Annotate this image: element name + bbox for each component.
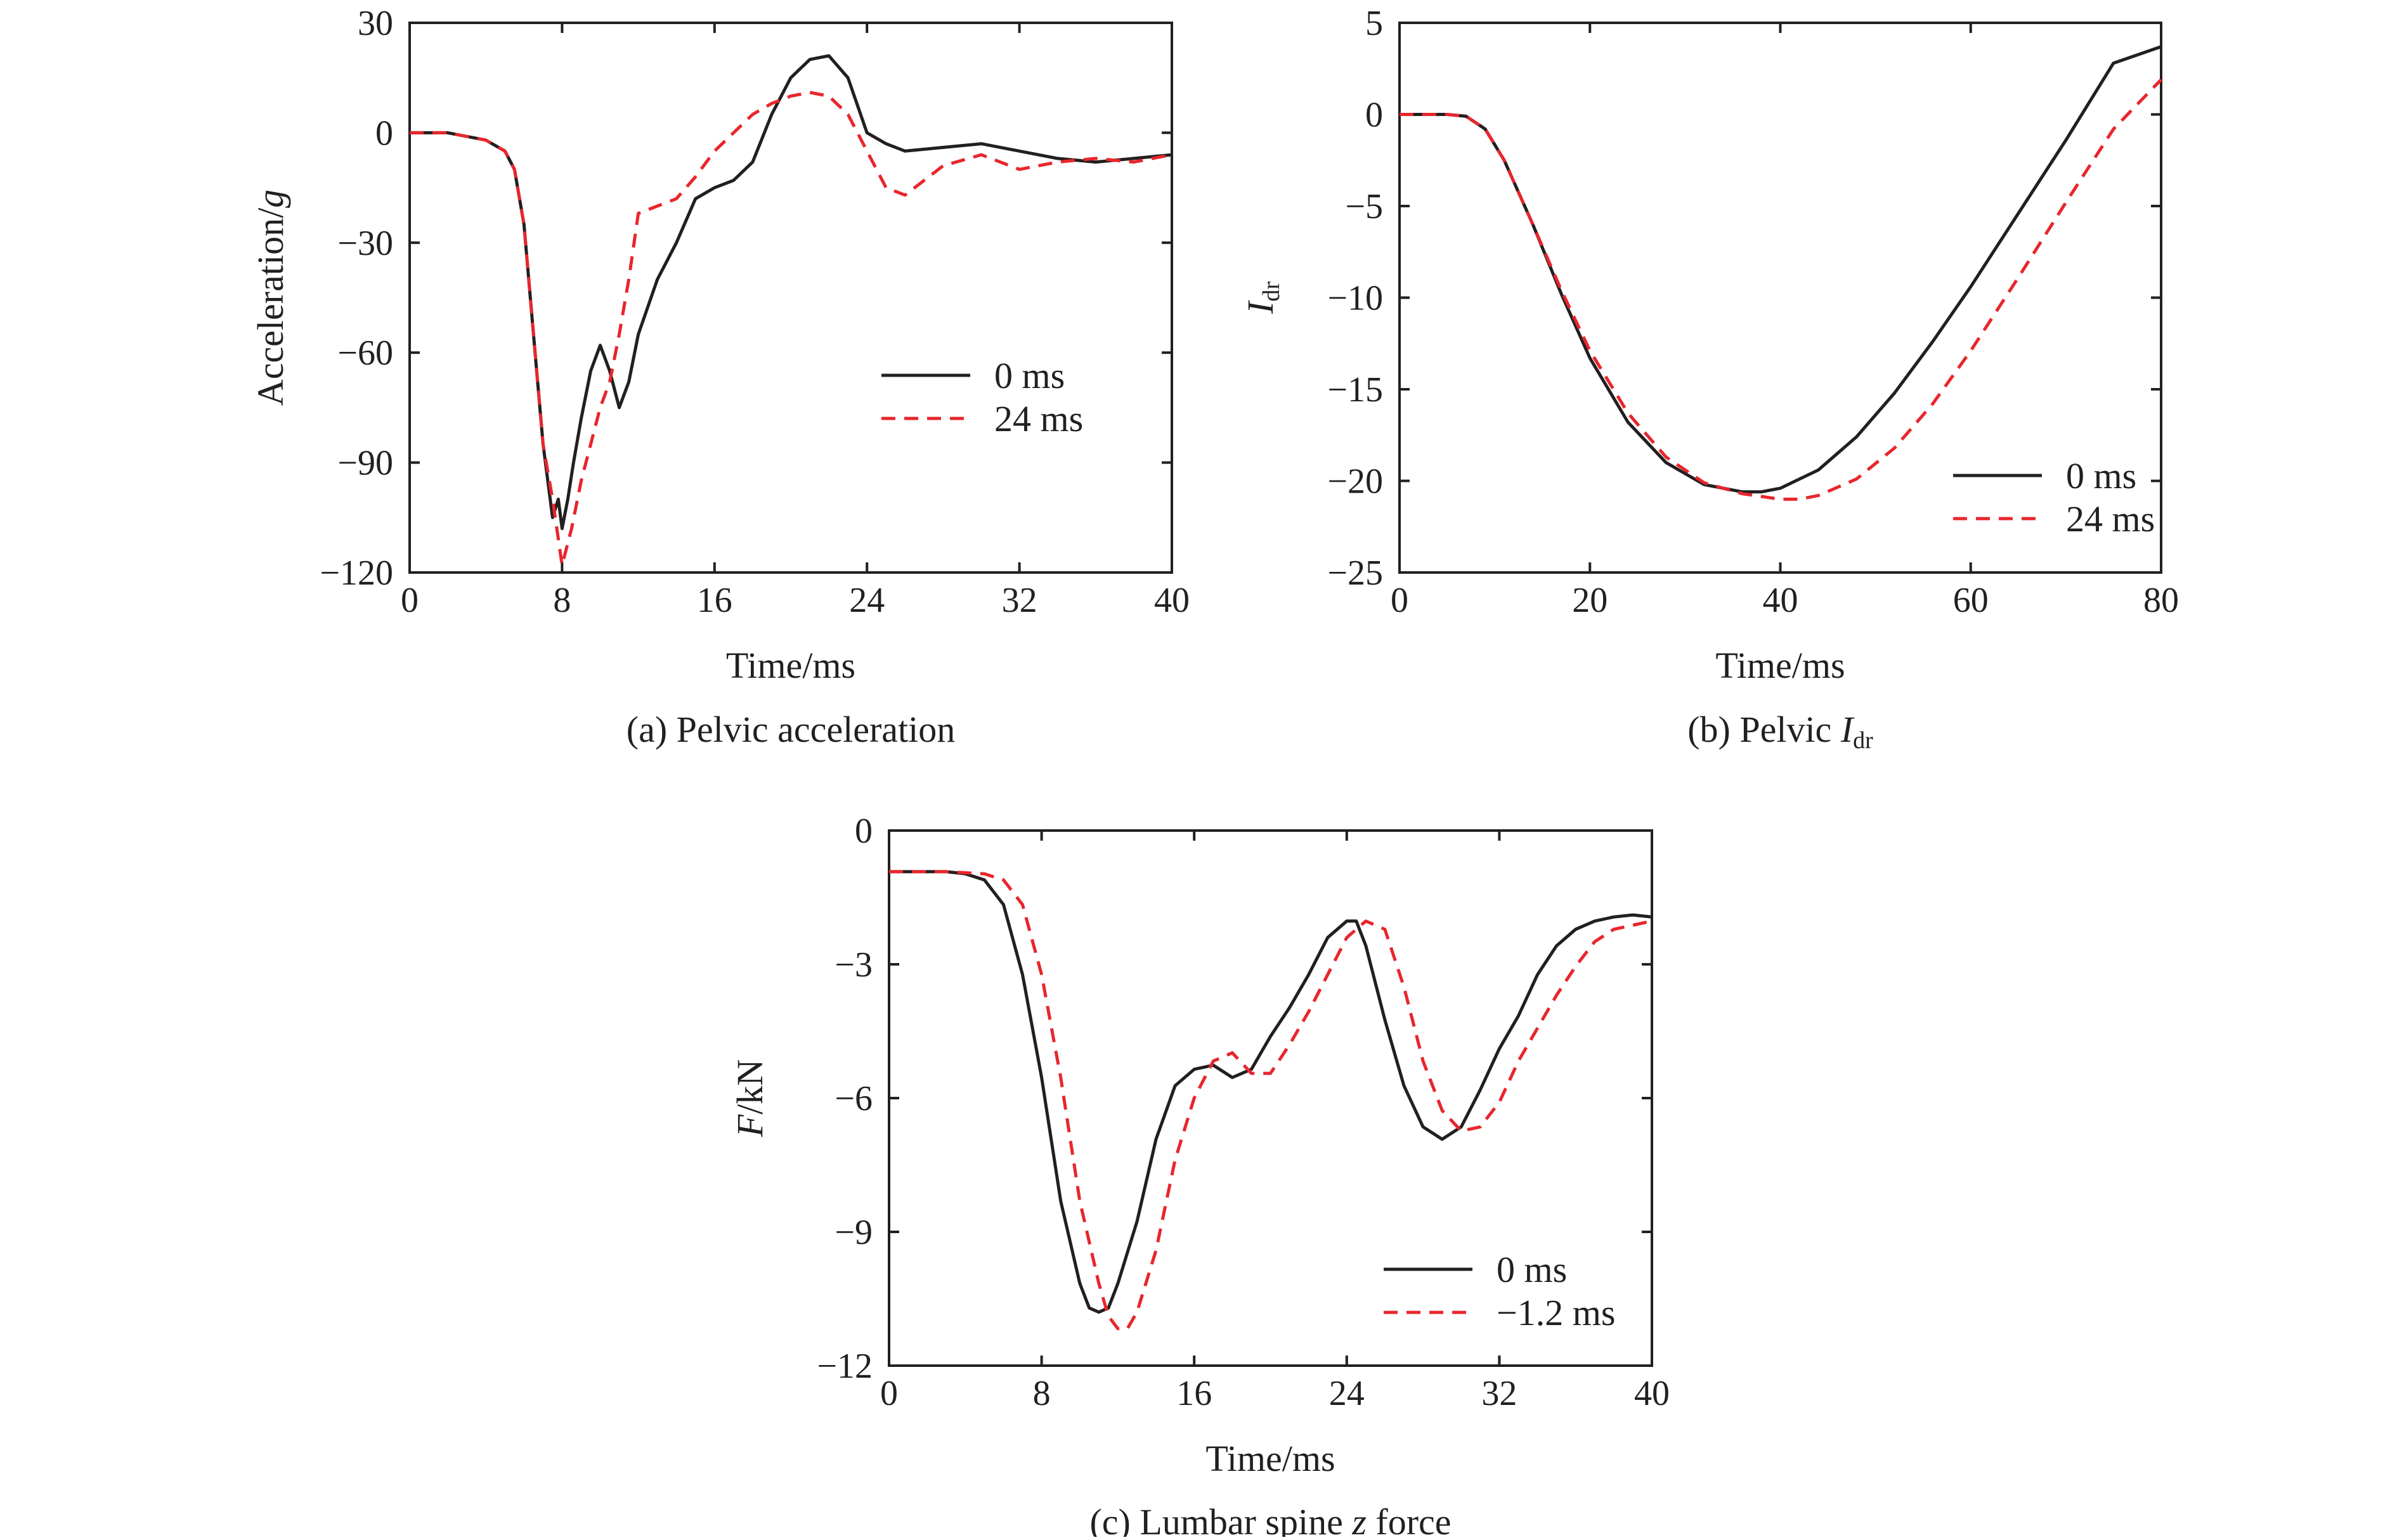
plot-frame bbox=[408, 22, 1173, 574]
x-tick-label: 24 bbox=[1329, 1374, 1365, 1413]
y-tick-label: −120 bbox=[320, 553, 393, 593]
x-tick-label: 8 bbox=[553, 581, 571, 620]
legend-label: 0 ms bbox=[994, 355, 1065, 396]
y-axis-label: F/kN bbox=[729, 1059, 770, 1137]
x-tick-label: 32 bbox=[1481, 1374, 1517, 1413]
plot-frame bbox=[1398, 22, 2162, 574]
series-line-1 bbox=[410, 54, 1173, 531]
series-line-1 bbox=[889, 870, 1653, 1314]
x-axis-label: Time/ms bbox=[1205, 1438, 1335, 1479]
x-tick-label: 60 bbox=[1953, 581, 1989, 620]
y-axis-label: Acceleration/g bbox=[250, 190, 291, 406]
y-tick-label: 0 bbox=[375, 113, 393, 153]
x-tick-label: 40 bbox=[1634, 1374, 1670, 1413]
y-tick-label: −9 bbox=[835, 1213, 873, 1252]
series-line-1 bbox=[1400, 45, 2162, 494]
y-tick-label: −15 bbox=[1327, 370, 1383, 410]
legend-label: 0 ms bbox=[2066, 455, 2136, 496]
series-line-2 bbox=[889, 870, 1653, 1331]
x-tick-label: 80 bbox=[2143, 581, 2179, 620]
x-tick-label: 24 bbox=[849, 581, 885, 620]
series-line-2 bbox=[410, 91, 1173, 567]
y-tick-label: −90 bbox=[337, 444, 393, 483]
y-tick-label: 5 bbox=[1365, 4, 1383, 43]
x-tick-label: 40 bbox=[1763, 581, 1798, 620]
x-axis-label: Time/ms bbox=[1715, 645, 1845, 686]
y-tick-label: −5 bbox=[1345, 187, 1383, 226]
x-tick-label: 20 bbox=[1572, 581, 1608, 620]
series-line-2 bbox=[1400, 78, 2162, 501]
x-tick-label: 32 bbox=[1002, 581, 1037, 620]
legend-label: 24 ms bbox=[2066, 498, 2155, 540]
x-tick-label: 0 bbox=[1391, 581, 1408, 620]
x-tick-label: 16 bbox=[1176, 1374, 1212, 1413]
y-tick-label: −10 bbox=[1327, 279, 1383, 318]
x-tick-label: 8 bbox=[1033, 1374, 1051, 1413]
x-axis-label: Time/ms bbox=[726, 645, 855, 686]
y-tick-label: −12 bbox=[817, 1347, 873, 1386]
x-tick-label: 40 bbox=[1154, 581, 1190, 620]
legend-label: −1.2 ms bbox=[1497, 1292, 1615, 1333]
chart-3: 0 8 16 24 32 40 0 −3 −6 −9 −12 0 ms−1.2 ms Time/ms F/… bbox=[729, 812, 1670, 1540]
x-tick-label: 0 bbox=[401, 581, 419, 620]
y-tick-label: −6 bbox=[835, 1079, 873, 1118]
chart-caption: (b) Pelvic Idr bbox=[1687, 709, 1873, 754]
legend-label: 0 ms bbox=[1497, 1249, 1567, 1290]
y-tick-label: 0 bbox=[855, 812, 873, 851]
x-tick-label: 0 bbox=[880, 1374, 898, 1413]
y-tick-label: −3 bbox=[835, 945, 873, 985]
y-tick-label: 30 bbox=[358, 4, 393, 43]
x-tick-label: 16 bbox=[697, 581, 732, 620]
y-tick-label: −20 bbox=[1327, 462, 1383, 501]
y-tick-label: −30 bbox=[337, 224, 393, 263]
chart-caption: (c) Lumbar spine z force bbox=[1089, 1501, 1451, 1537]
y-axis-label: Idr bbox=[1240, 281, 1285, 314]
y-tick-label: −25 bbox=[1327, 553, 1383, 593]
chart-caption: (a) Pelvic acceleration bbox=[627, 709, 955, 750]
y-tick-label: −60 bbox=[337, 333, 393, 373]
y-tick-label: 0 bbox=[1365, 96, 1383, 135]
legend-label: 24 ms bbox=[994, 398, 1083, 439]
